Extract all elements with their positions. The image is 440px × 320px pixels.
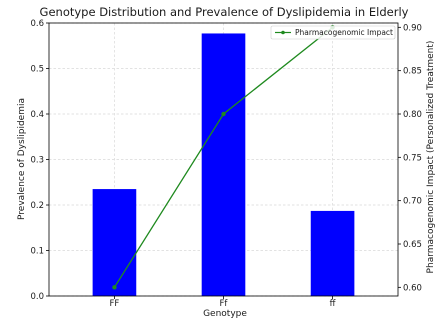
x-tick-label: ff [330,299,337,309]
chart-title: Genotype Distribution and Prevalence of … [40,5,409,19]
y2-tick-label: 0.90 [403,23,422,33]
y2-tick-label: 0.75 [403,153,422,163]
left-axis-ticks: 0.0 0.1 0.2 0.3 0.4 0.5 0.6 [30,19,49,302]
legend-marker [281,30,285,35]
x-axis-label: Genotype [203,309,247,319]
y-tick-label: 0.2 [30,201,44,211]
y2-axis-label: Pharmacogenomic Impact (Personalized Tre… [426,41,436,274]
legend: Pharmacogenomic Impact [270,25,396,40]
y2-tick-label: 0.80 [403,110,422,120]
line-point [112,285,117,290]
y2-tick-label: 0.85 [403,67,422,77]
x-axis-ticks: FF Ff ff [110,296,337,309]
y-tick-label: 0.5 [30,65,44,75]
y-tick-label: 0.4 [30,110,44,120]
bar [92,189,137,296]
y-axis-label: Prevalence of Dyslipidemia [17,98,27,220]
bar [310,210,355,296]
line-point [221,111,226,117]
y-tick-label: 0.3 [30,156,44,166]
y2-tick-label: 0.60 [403,283,422,293]
legend-box [270,25,396,40]
x-tick-label: Ff [220,299,229,309]
y-tick-label: 0.6 [30,19,44,29]
y2-tick-label: 0.65 [403,240,422,250]
bar-series [92,33,355,297]
x-tick-label: FF [110,299,120,309]
y-tick-label: 0.1 [30,247,44,257]
legend-label: Pharmacogenomic Impact [295,28,393,37]
bar [201,33,246,297]
right-axis-ticks: 0.60 0.65 0.70 0.75 0.80 0.85 0.90 [398,23,422,293]
y-tick-label: 0.0 [30,292,44,302]
y2-tick-label: 0.70 [403,197,422,207]
